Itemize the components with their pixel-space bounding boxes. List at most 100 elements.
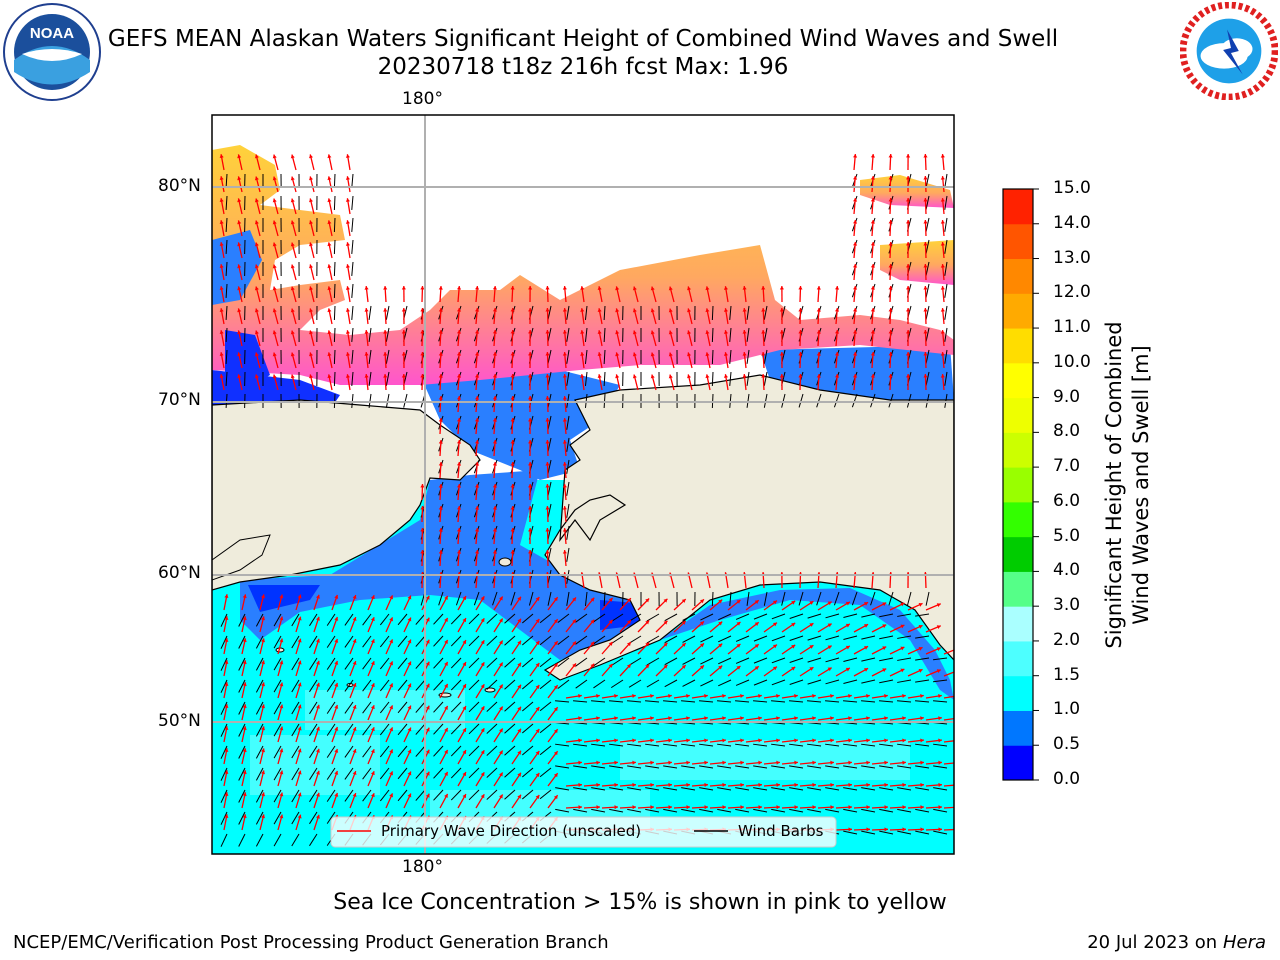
wave-arrow-head	[327, 308, 332, 313]
wave-arrow-head	[480, 684, 485, 689]
wind-barb	[379, 767, 390, 780]
wave-arrow-head	[383, 286, 388, 290]
wind-barb	[944, 217, 948, 232]
wave-arrow-head	[352, 771, 357, 776]
wave-arrow-head	[816, 330, 821, 334]
wind-barb	[309, 723, 318, 737]
wave-arrow-head	[475, 396, 480, 400]
wind-barb	[944, 327, 948, 342]
wave-arrow-head	[224, 726, 229, 731]
wind-barb	[273, 723, 282, 737]
lat-label-70: 70°N	[158, 390, 201, 410]
wind-barb	[763, 371, 768, 386]
wave-arrow-head	[517, 794, 521, 799]
wind-barb	[663, 700, 678, 703]
wave-arrow-head	[718, 599, 723, 604]
wind-barb	[944, 393, 948, 408]
wind-barb	[573, 700, 588, 703]
wave-arrow-head	[923, 220, 928, 224]
colorbar-segment	[1003, 571, 1033, 607]
wind-barb	[798, 591, 804, 606]
wave-arrow-head	[315, 660, 320, 665]
wave-arrow-head	[772, 666, 777, 671]
wave-arrow-head	[438, 308, 443, 312]
wave-arrow-head	[254, 374, 259, 379]
wave-arrow-head	[902, 760, 906, 765]
wave-arrow-head	[906, 242, 911, 246]
wave-arrow-head	[830, 760, 834, 765]
wave-arrow-head	[352, 617, 357, 622]
wave-arrow-head	[681, 599, 686, 603]
colorbar-segment	[1003, 432, 1033, 468]
wave-arrow-head	[615, 308, 620, 313]
wind-barb	[539, 745, 552, 756]
wave-arrow-head	[920, 760, 924, 765]
wave-arrow-head	[723, 330, 729, 334]
wind-barb	[925, 283, 930, 298]
wave-arrow-head	[632, 805, 636, 810]
wind-barb	[326, 767, 336, 780]
wind-barb	[344, 767, 354, 780]
wind-barb	[933, 765, 948, 769]
wave-arrow-head	[870, 374, 875, 378]
wind-barb	[699, 700, 714, 703]
footer-date-text: 20 Jul 2023 on	[1087, 932, 1223, 953]
wave-arrow-head	[237, 154, 242, 159]
wave-arrow-head	[562, 374, 567, 378]
wave-arrow-head	[327, 286, 332, 291]
wind-barb	[603, 591, 606, 607]
wind-barb	[591, 765, 606, 769]
wave-arrow-head	[290, 352, 295, 357]
wind-barb	[220, 767, 228, 781]
wind-barb	[861, 635, 876, 640]
wave-arrow-head	[740, 716, 744, 721]
wave-arrow-head	[700, 621, 704, 626]
wave-arrow-head	[906, 308, 911, 312]
wave-arrow-head	[309, 264, 314, 269]
wave-arrow-head	[562, 396, 567, 400]
wind-barb	[925, 261, 930, 276]
wave-arrow-head	[902, 782, 906, 788]
wave-arrow-head	[900, 624, 905, 629]
wind-barb	[238, 613, 246, 627]
wind-barb	[504, 767, 516, 778]
wind-barb	[351, 283, 354, 298]
wave-arrow-head	[722, 782, 726, 788]
wave-arrow-head	[352, 727, 357, 732]
wind-barb	[944, 283, 948, 298]
colorbar-frame	[1002, 188, 1034, 781]
wave-arrow-head	[776, 760, 780, 765]
wave-arrow-head	[615, 286, 620, 291]
wind-barb	[566, 327, 570, 342]
wind-barb	[717, 808, 732, 813]
wind-barb	[717, 700, 732, 703]
wind-barb	[486, 613, 498, 624]
wave-arrow-head	[237, 220, 242, 225]
wind-barb	[664, 657, 678, 666]
wave-arrow-head	[499, 618, 503, 623]
wind-barb	[735, 635, 750, 642]
wind-barb	[225, 371, 228, 387]
wave-arrow-head	[290, 286, 295, 291]
wave-arrow-head	[279, 726, 284, 731]
wind-barb	[627, 700, 642, 703]
wind-barb	[344, 789, 354, 802]
wave-arrow-head	[492, 528, 497, 532]
wave-arrow-head	[650, 374, 655, 379]
wave-arrow-head	[352, 683, 357, 688]
wave-arrow-head	[572, 663, 576, 668]
wind-barb	[753, 657, 768, 664]
wind-barb	[344, 657, 354, 670]
wave-arrow-head	[645, 598, 650, 603]
wave-arrow-head	[650, 330, 655, 335]
wave-arrow-head	[407, 595, 412, 600]
colorbar-segment	[1003, 606, 1033, 642]
wave-arrow-head	[590, 619, 595, 624]
wind-barb	[753, 635, 768, 642]
wave-arrow-head	[736, 599, 741, 604]
wind-barb	[664, 613, 678, 622]
wave-arrow-head	[900, 646, 905, 651]
wind-barb	[753, 613, 768, 620]
wave-arrow-head	[528, 506, 533, 510]
wave-arrow-head	[224, 594, 229, 599]
